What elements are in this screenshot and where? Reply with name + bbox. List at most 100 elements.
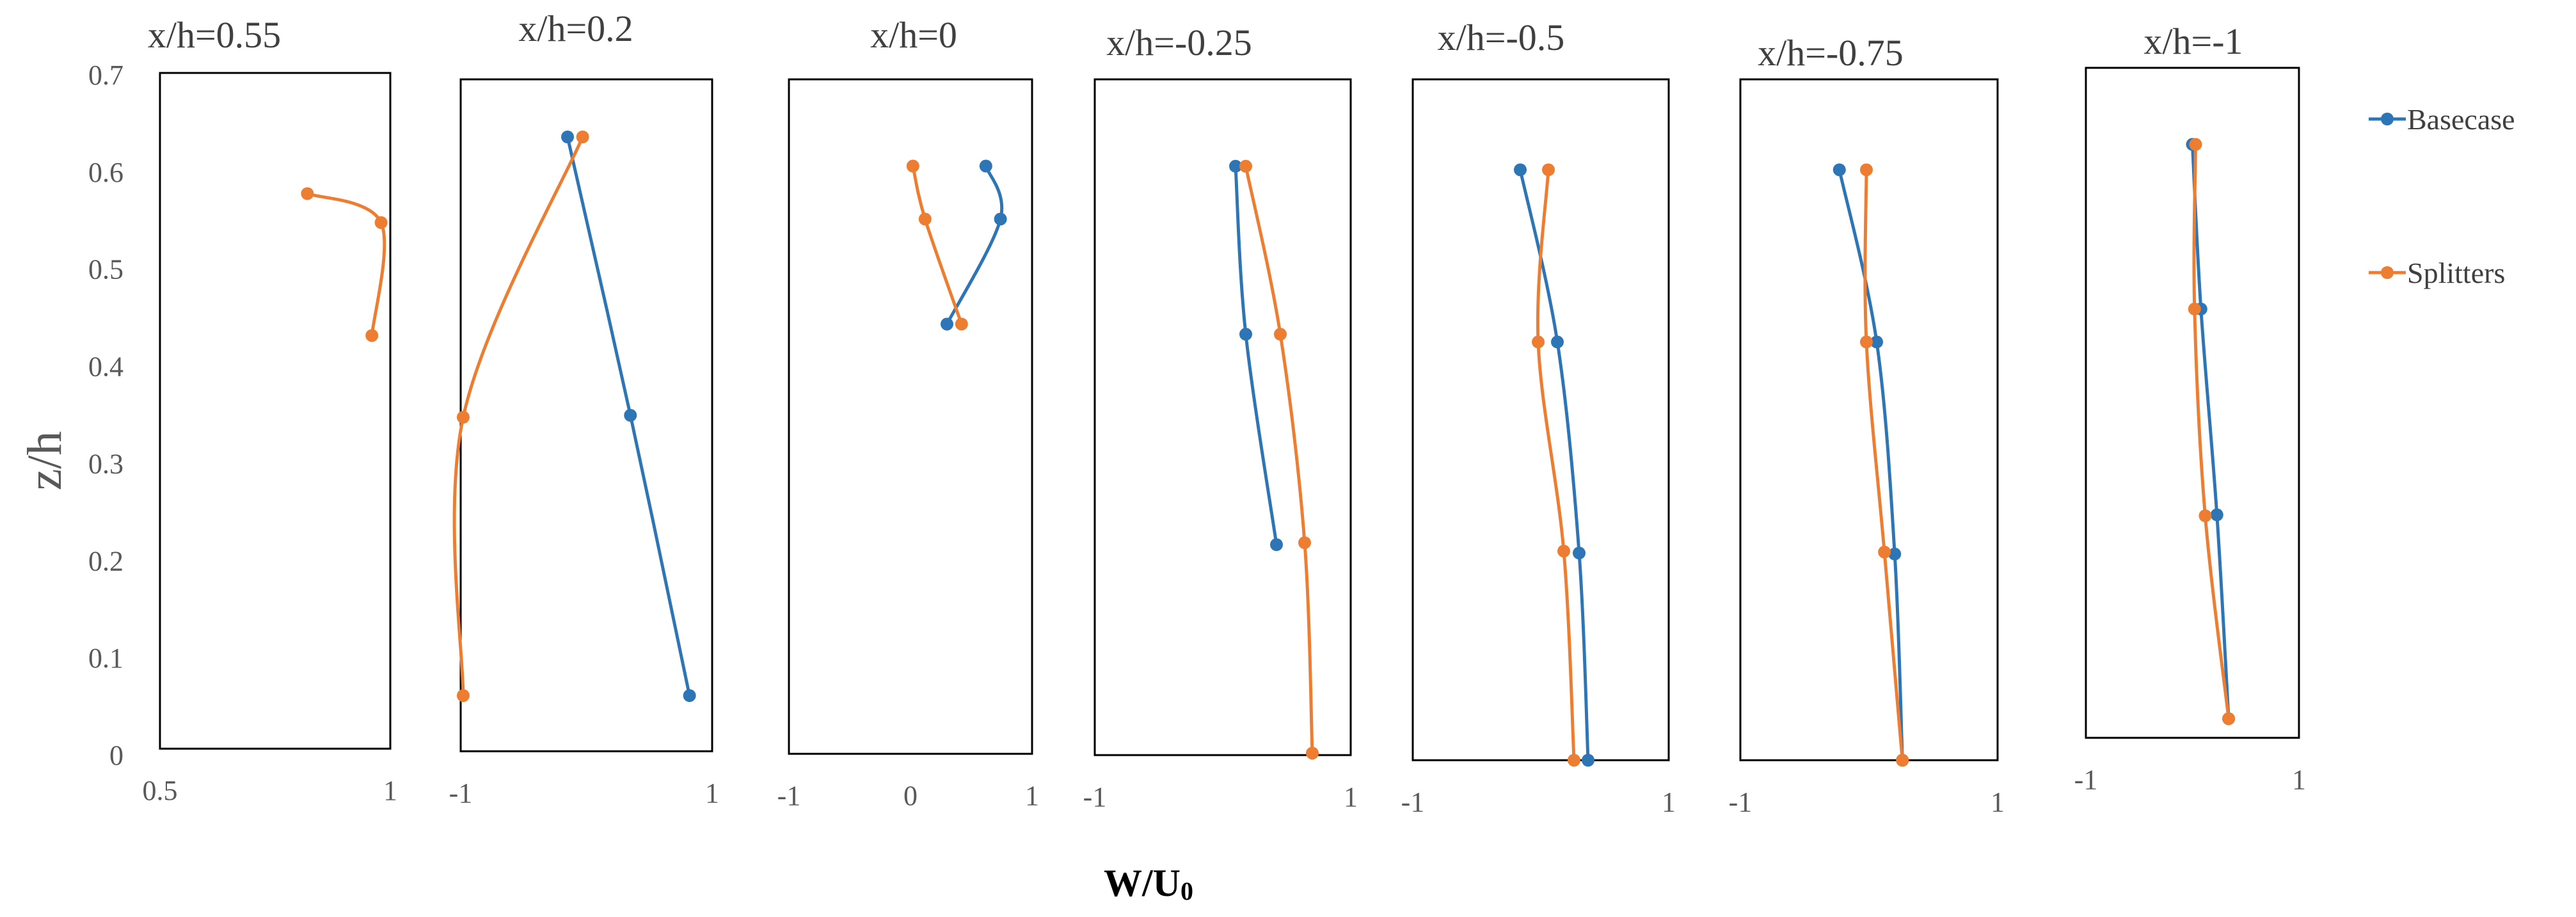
y-tick-label: 0.5 xyxy=(88,254,123,285)
data-point-splitters xyxy=(2198,509,2212,522)
panel-2: x/h=0.2 -1 1 xyxy=(449,8,719,809)
data-point-splitters xyxy=(1568,754,1580,767)
data-point-splitters xyxy=(1878,545,1891,559)
legend-label: Splitters xyxy=(2407,257,2505,289)
x-tick-label: -1 xyxy=(1729,786,1753,818)
data-point-basecase xyxy=(1870,335,1884,349)
panel-4: x/h=-0.25 -1 1 xyxy=(1083,22,1358,813)
panel-7: x/h=-1 -1 1 xyxy=(2074,20,2306,795)
data-point-splitters xyxy=(456,411,470,424)
series-line-splitters xyxy=(2192,144,2230,719)
x-tick-label: 1 xyxy=(1991,786,2005,818)
panel-6: x/h=-0.75 -1 1 xyxy=(1729,32,2005,818)
series-line-splitters xyxy=(1244,166,1314,754)
data-point-basecase xyxy=(1833,163,1846,177)
data-point-splitters xyxy=(2189,138,2202,151)
data-point-splitters xyxy=(1859,163,1873,177)
y-tick-label: 0.4 xyxy=(88,351,123,383)
panel-frame xyxy=(459,78,713,753)
data-point-basecase xyxy=(1239,328,1252,341)
x-tick-label: 1 xyxy=(1662,786,1676,818)
y-tick-label: 0.1 xyxy=(88,642,123,674)
panel-3: x/h=0 -1 0 1 xyxy=(777,14,1039,811)
data-point-splitters xyxy=(301,187,314,200)
panel-title: x/h=0 xyxy=(870,14,957,56)
x-axis-label-subscript: 0 xyxy=(1181,877,1193,905)
x-tick-label: 1 xyxy=(383,775,397,806)
data-point-basecase xyxy=(1888,547,1902,561)
data-point-splitters xyxy=(1239,159,1252,173)
x-tick-label: -1 xyxy=(1401,786,1425,818)
panel-frame xyxy=(1411,78,1670,762)
series-line-splitters xyxy=(1536,170,1576,761)
x-tick-label: 1 xyxy=(2292,764,2306,795)
y-tick-labels: 0 0.1 0.2 0.3 0.4 0.5 0.6 0.7 xyxy=(88,60,123,771)
data-point-splitters xyxy=(456,689,470,702)
data-point-splitters xyxy=(1298,536,1311,550)
x-tick-label: 1 xyxy=(1344,781,1358,813)
series-line-basecase xyxy=(945,165,1004,325)
x-tick-label: -1 xyxy=(1083,781,1107,813)
data-point-splitters xyxy=(365,329,379,342)
series-line-splitters xyxy=(306,192,386,336)
data-point-splitters xyxy=(2222,712,2236,726)
series-line-basecase xyxy=(1234,166,1278,545)
y-tick-label: 0.6 xyxy=(88,157,123,188)
data-point-splitters xyxy=(1532,335,1545,349)
legend-item-basecase: Basecase xyxy=(2369,103,2515,136)
data-point-basecase xyxy=(1514,163,1527,177)
data-point-basecase xyxy=(994,212,1007,226)
x-tick-label: -1 xyxy=(449,777,473,809)
data-point-basecase xyxy=(1573,546,1586,560)
x-tick-label: -1 xyxy=(777,780,801,811)
data-point-basecase xyxy=(979,159,992,173)
panel-frame xyxy=(1093,78,1352,756)
data-point-splitters xyxy=(1306,746,1319,760)
panel-title: x/h=-1 xyxy=(2143,20,2243,62)
panel-1: x/h=0.55 0.5 1 xyxy=(143,14,398,806)
x-tick-label: 1 xyxy=(1025,780,1039,811)
y-tick-label: 0 xyxy=(109,740,123,771)
y-tick-label: 0.7 xyxy=(88,60,123,91)
x-tick-label: -1 xyxy=(2074,764,2098,795)
panel-title: x/h=-0.5 xyxy=(1438,17,1565,58)
data-point-splitters xyxy=(955,317,968,331)
panels: x/h=0.550.5 1x/h=0.2-1 1x/h=0-1 0 1x/h=-0.25… xyxy=(143,8,2307,818)
x-tick-label: 0.5 xyxy=(143,775,178,806)
x-tick-label: 0 xyxy=(903,780,918,811)
data-point-splitters xyxy=(576,131,589,143)
x-axis-label: W/U0 xyxy=(1104,862,1193,905)
data-point-basecase xyxy=(941,317,953,331)
series-line-basecase xyxy=(1838,169,1904,761)
legend: Basecase Splitters xyxy=(2369,103,2515,289)
data-point-splitters xyxy=(2188,302,2201,315)
data-point-basecase xyxy=(683,689,696,702)
panel-frame xyxy=(159,72,392,750)
panel-title: x/h=0.2 xyxy=(518,8,633,49)
data-point-splitters xyxy=(918,212,932,226)
panel-title: x/h=-0.25 xyxy=(1106,22,1252,63)
data-point-basecase xyxy=(561,131,575,143)
data-point-splitters xyxy=(1896,754,1909,767)
panel-frame xyxy=(2085,67,2300,739)
data-point-splitters xyxy=(1859,335,1873,349)
panel-title: x/h=-0.75 xyxy=(1758,32,1904,74)
data-point-basecase xyxy=(1582,754,1594,767)
x-tick-label: 1 xyxy=(705,777,719,809)
data-point-splitters xyxy=(1557,545,1570,558)
data-point-basecase xyxy=(624,409,637,422)
legend-item-splitters: Splitters xyxy=(2369,257,2505,289)
data-point-splitters xyxy=(374,216,388,229)
data-point-basecase xyxy=(2210,508,2223,522)
data-point-splitters xyxy=(1542,163,1555,177)
series-line-basecase xyxy=(1518,169,1590,761)
legend-swatch-marker xyxy=(2381,113,2394,125)
series-line-splitters xyxy=(452,136,584,696)
panel-5: x/h=-0.5 -1 1 xyxy=(1401,17,1676,818)
data-point-basecase xyxy=(1229,159,1242,173)
panel-frame xyxy=(1739,78,1999,762)
y-axis-label: z/h xyxy=(18,431,72,491)
data-point-splitters xyxy=(906,159,919,173)
panel-title: x/h=0.55 xyxy=(148,14,281,56)
